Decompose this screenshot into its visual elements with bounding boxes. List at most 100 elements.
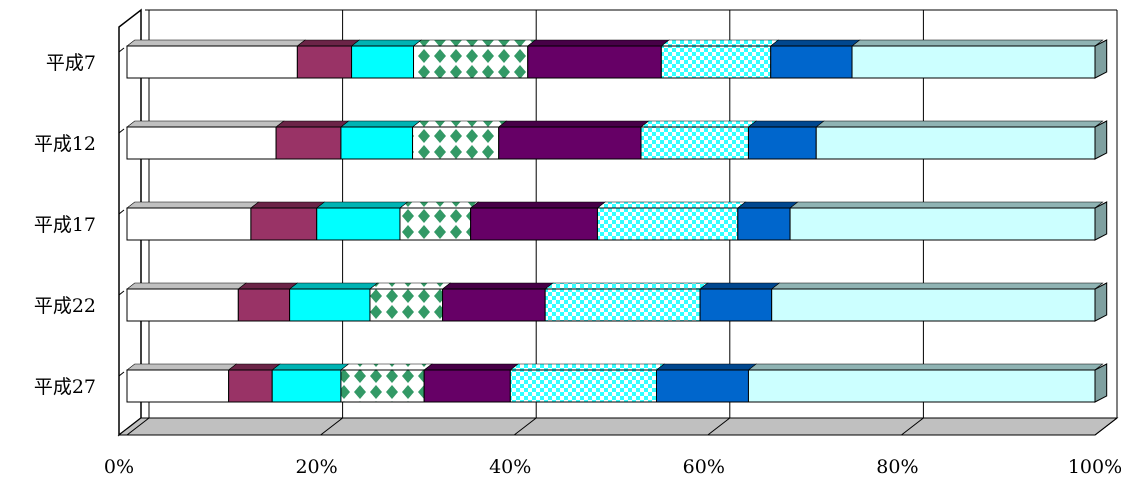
y-axis-categories: 平成7 平成12 平成17 平成22 平成27 [34,52,96,398]
bar-top-face [851,39,1104,47]
bar-top-face [126,201,260,209]
bar-segment [412,126,500,160]
bar-top-face [369,282,452,290]
bar-top-face [227,363,281,371]
bar-segment [660,45,772,79]
bar-top-face [126,120,285,128]
floor-gridline [901,417,924,436]
bar-top-face [699,282,781,290]
bar-group [126,120,1108,160]
category-label: 平成22 [34,295,96,317]
bar-segment [275,126,342,160]
bar-segment [498,126,642,160]
bar-segment [126,207,252,241]
bar-segment [351,45,415,79]
bar-top-face [770,282,1104,290]
bar-top-face [789,201,1104,209]
floor-gridline [707,417,731,436]
bar-segment [699,288,773,322]
bar-top-face [126,363,238,371]
bar-segment [423,369,511,403]
category-label: 平成17 [34,214,96,236]
bar-group [126,201,1108,241]
x-tick-label: 60% [683,456,725,478]
category-tick [118,290,125,296]
bar-top-face [411,120,508,128]
bar-segment [250,207,318,241]
category-label: 平成27 [34,376,96,398]
bar-top-face [655,363,758,371]
bar-top-face [237,282,299,290]
bar-segment [237,288,291,322]
bar-segment [851,45,1096,79]
category-label: 平成12 [34,133,96,155]
x-tick-label: 40% [489,456,531,478]
bar-segment [126,288,239,322]
bar-segment [655,369,749,403]
bar-group [126,39,1108,79]
plot-area [117,8,1119,437]
floor-gridline [126,417,150,436]
bar-segment [640,126,749,160]
category-label: 平成7 [46,52,96,74]
bar-top-face [340,363,433,371]
bar-segment [126,369,230,403]
category-tick [118,371,125,377]
bar-group [126,282,1108,322]
category-tick [118,47,125,53]
bar-top-face [544,282,709,290]
bar-segment [596,207,739,241]
bar-segment [399,207,472,241]
bar-top-face [815,120,1104,128]
bar-top-face [399,201,480,209]
bar-top-face [769,39,861,47]
bar-end-face [1094,39,1108,79]
bar-segment [527,45,662,79]
bar-segment [126,45,298,79]
bar-segment [747,126,817,160]
x-tick-label: 0% [104,456,134,478]
x-tick-label: 100% [1068,456,1121,478]
bar-top-face [640,120,758,128]
bar-top-face [441,282,554,290]
bar-top-face [747,363,1104,371]
bar-top-face [509,363,666,371]
bar-segment [340,369,425,403]
floor-gridline [513,417,537,436]
bar-segment [296,45,353,79]
bar-segment [126,126,277,160]
bar-top-face [275,120,350,128]
bar-segment [789,207,1096,241]
bar-top-face [412,39,537,47]
bar-group [126,363,1108,403]
bar-top-face [526,39,670,47]
floor-gridline [320,417,343,436]
bar-segment [509,369,657,403]
floor-gridline [1094,417,1118,436]
bar-segment [470,207,598,241]
bar-segment [747,369,1096,403]
bar-segment [271,369,342,403]
bar-top-face [423,363,519,371]
bar-top-face [596,201,747,209]
bar-segment [544,288,701,322]
bar-segment [770,45,853,79]
bar-top-face [660,39,780,47]
bar-top-face [340,120,422,128]
bar-top-face [271,363,350,371]
bar-top-face [250,201,326,209]
bar-end-face [1094,282,1108,322]
category-tick [118,128,125,134]
bar-segment [228,369,273,403]
x-tick-label: 80% [876,456,918,478]
bar-top-face [736,201,799,209]
bar-top-face [126,39,306,47]
category-tick [118,209,125,215]
floor [117,417,1119,436]
bar-segment [815,126,1096,160]
x-tick-label: 20% [295,456,337,478]
bar-end-face [1094,363,1108,403]
bar-segment [369,288,444,322]
bar-top-face [315,201,409,209]
